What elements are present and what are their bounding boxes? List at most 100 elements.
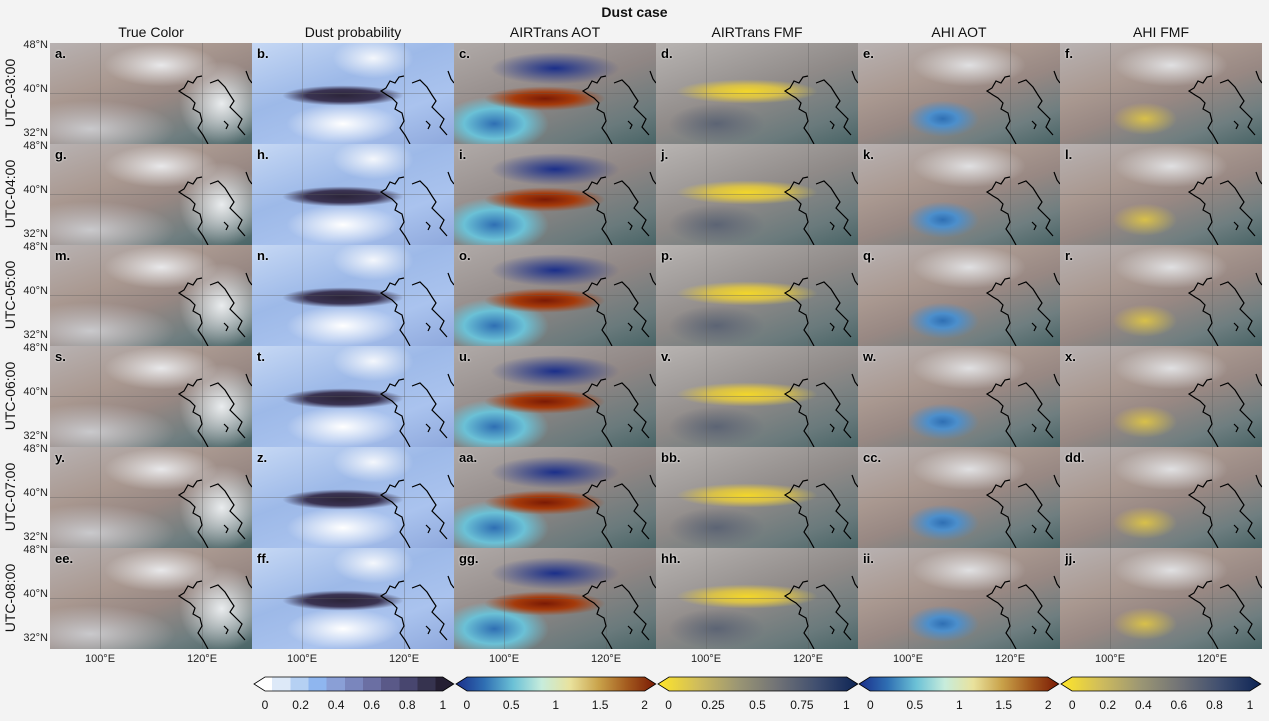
latitude-gridline <box>454 295 656 296</box>
latitude-gridline <box>1060 598 1262 599</box>
longitude-gridline <box>1110 43 1111 144</box>
map-panel: z. <box>252 447 454 548</box>
lat-label: 32°N <box>23 430 48 442</box>
longitude-gridline <box>706 144 707 245</box>
lat-label: 40°N <box>23 588 48 600</box>
lat-label: 32°N <box>23 632 48 644</box>
panel-label: t. <box>257 349 265 364</box>
latitude-gridline <box>50 194 252 195</box>
longitude-gridline <box>202 144 203 245</box>
latitude-gridline <box>858 295 1060 296</box>
longitude-gridline <box>1010 447 1011 548</box>
coastline-path <box>379 272 454 346</box>
longitude-gridline <box>100 346 101 447</box>
colorbar-tick-label: 0.5 <box>749 698 766 712</box>
coastline-path <box>379 171 454 245</box>
colorbar-bar <box>1060 676 1262 692</box>
lat-label: 40°N <box>23 83 48 95</box>
panel-label: ii. <box>863 551 874 566</box>
longitude-gridline <box>808 447 809 548</box>
coastline-path <box>783 474 858 548</box>
colorbar-tick-label: 1.5 <box>995 698 1013 712</box>
latitude-gridline <box>50 93 252 94</box>
map-panel: cc. <box>858 447 1060 548</box>
coastline-path <box>379 474 454 548</box>
lon-label: 120°E <box>590 653 622 665</box>
longitude-gridline <box>100 447 101 548</box>
coastline <box>379 70 454 144</box>
lat-label: 32°N <box>23 531 48 543</box>
longitude-gridline <box>404 548 405 649</box>
longitude-gridline <box>1110 346 1111 447</box>
map-panel: a. <box>50 43 252 144</box>
coastline-path <box>985 272 1060 346</box>
coastline-path <box>177 272 252 346</box>
panel-label: b. <box>257 46 269 61</box>
coastline <box>985 70 1060 144</box>
latitude-gridline <box>50 598 252 599</box>
column-title: AHI FMF <box>1133 24 1189 40</box>
coastline-path <box>985 373 1060 447</box>
longitude-gridline <box>1110 245 1111 346</box>
panel-label: y. <box>55 450 65 465</box>
map-panel: x. <box>1060 346 1262 447</box>
panel-label: ff. <box>257 551 270 566</box>
map-panel: q. <box>858 245 1060 346</box>
coastline-path <box>581 373 656 447</box>
longitude-gridline <box>908 245 909 346</box>
panel-label: gg. <box>459 551 479 566</box>
longitude-gridline <box>908 548 909 649</box>
lon-label: 120°E <box>186 653 218 665</box>
panel-label: e. <box>863 46 874 61</box>
map-panel: l. <box>1060 144 1262 245</box>
longitude-gridline <box>1212 245 1213 346</box>
coastline <box>1187 70 1262 144</box>
coastline <box>379 171 454 245</box>
lat-label: 48°N <box>23 544 48 556</box>
lat-label: 48°N <box>23 342 48 354</box>
longitude-gridline <box>1010 144 1011 245</box>
coastline-path <box>985 474 1060 548</box>
longitude-gridline <box>302 346 303 447</box>
panel-label: v. <box>661 349 671 364</box>
map-panel: e. <box>858 43 1060 144</box>
coastline-path <box>783 171 858 245</box>
coastline <box>783 272 858 346</box>
colorbar-tick-label: 1 <box>1246 698 1254 712</box>
panel-label: k. <box>863 147 874 162</box>
longitude-gridline <box>504 245 505 346</box>
lat-label: 48°N <box>23 39 48 51</box>
coastline <box>581 171 656 245</box>
longitude-gridline <box>302 447 303 548</box>
map-panel: c. <box>454 43 656 144</box>
coastline <box>177 474 252 548</box>
latitude-gridline <box>656 497 858 498</box>
lat-label: 40°N <box>23 184 48 196</box>
coastline <box>581 575 656 649</box>
latitude-gridline <box>454 598 656 599</box>
colorbar-tick-label: 0 <box>1068 698 1076 712</box>
coastline-path <box>985 171 1060 245</box>
colorbar-tick-label: 0.4 <box>327 698 345 712</box>
column-title: AIRTrans AOT <box>509 24 601 40</box>
longitude-gridline <box>1010 43 1011 144</box>
coastline <box>379 575 454 649</box>
latitude-gridline <box>656 194 858 195</box>
coastline <box>783 474 858 548</box>
colorbar-tick-label: 1.5 <box>591 698 609 712</box>
panel-label: a. <box>55 46 66 61</box>
colorbar-tick-label: 0.6 <box>363 698 381 712</box>
colorbar-tick-label: 0.75 <box>790 698 814 712</box>
coastline-path <box>1187 373 1262 447</box>
map-panel: b. <box>252 43 454 144</box>
longitude-gridline <box>808 245 809 346</box>
coastline <box>177 171 252 245</box>
colorbar-tick-label: 2 <box>1044 698 1052 712</box>
colorbar-bar <box>253 676 455 692</box>
coastline-path <box>783 373 858 447</box>
lon-label: 120°E <box>1196 653 1228 665</box>
lon-label: 100°E <box>1094 653 1126 665</box>
latitude-gridline <box>252 295 454 296</box>
colorbar-tick-label: 0.4 <box>1134 698 1152 712</box>
